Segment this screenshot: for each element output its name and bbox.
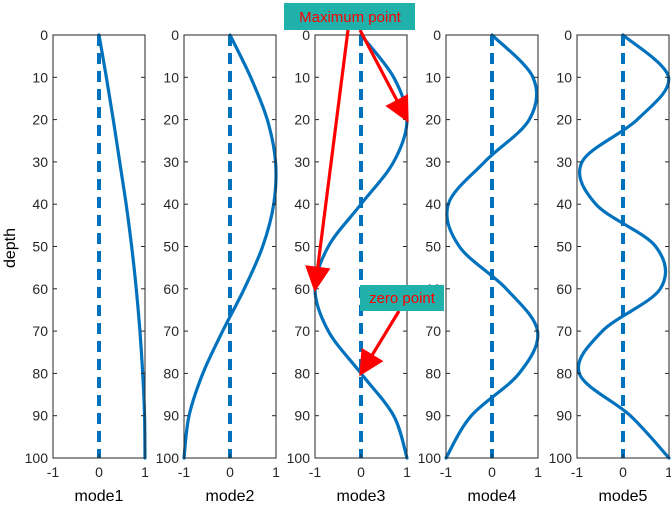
y-tick-label: 10 bbox=[32, 69, 48, 85]
y-tick-label: 30 bbox=[556, 154, 572, 170]
callout-arrow bbox=[305, 29, 350, 293]
y-tick-label: 80 bbox=[163, 365, 179, 381]
x-tick-label: 0 bbox=[619, 464, 627, 480]
y-tick-label: 80 bbox=[556, 365, 572, 381]
y-tick-label: 10 bbox=[556, 69, 572, 85]
x-tick-label: -1 bbox=[47, 464, 60, 480]
y-tick-label: 70 bbox=[294, 323, 310, 339]
subplot-mode2: 0 10 20 30 40 50 60 70 80 90 100-1 0 1 mode2 bbox=[156, 27, 280, 505]
y-tick-label: 90 bbox=[556, 408, 572, 424]
y-tick-label: 60 bbox=[163, 281, 179, 297]
callout-zero-point: zero point bbox=[359, 285, 444, 377]
y-tick-label: 20 bbox=[294, 112, 310, 128]
y-tick-label: 20 bbox=[556, 112, 572, 128]
y-tick-label: 50 bbox=[32, 239, 48, 255]
series-line-mode5 bbox=[576, 33, 671, 460]
x-tick-label: 0 bbox=[357, 464, 365, 480]
y-tick-label: 80 bbox=[425, 365, 441, 381]
callout-box bbox=[284, 3, 415, 30]
y-tick-label: 0 bbox=[171, 27, 179, 43]
y-tick-label: 100 bbox=[287, 450, 311, 466]
y-tick-label: 70 bbox=[556, 323, 572, 339]
y-tick-label: 90 bbox=[425, 408, 441, 424]
x-tick-label: -1 bbox=[178, 464, 191, 480]
callout-arrow bbox=[359, 310, 401, 377]
y-tick-label: 0 bbox=[40, 27, 48, 43]
callouts: Maximum point zero point bbox=[284, 3, 444, 377]
y-tick-label: 80 bbox=[32, 365, 48, 381]
y-tick-label: 80 bbox=[294, 365, 310, 381]
series-line-mode1 bbox=[97, 33, 147, 460]
y-tick-label: 40 bbox=[425, 196, 441, 212]
y-tick-label: 50 bbox=[425, 239, 441, 255]
y-tick-label: 0 bbox=[302, 27, 310, 43]
y-tick-label: 60 bbox=[556, 281, 572, 297]
series-line-mode2 bbox=[182, 33, 278, 460]
y-tick-label: 20 bbox=[32, 112, 48, 128]
x-axis-label-mode4: mode4 bbox=[468, 488, 517, 505]
x-axis-label-mode1: mode1 bbox=[75, 488, 124, 505]
y-tick-label: 30 bbox=[163, 154, 179, 170]
y-axis-label: depth bbox=[2, 228, 19, 268]
y-tick-label: 60 bbox=[294, 281, 310, 297]
x-tick-label: 1 bbox=[534, 464, 542, 480]
y-tick-label: 70 bbox=[163, 323, 179, 339]
x-tick-label: 1 bbox=[665, 464, 671, 480]
x-axis-label-mode3: mode3 bbox=[337, 488, 386, 505]
x-axis-label-mode2: mode2 bbox=[206, 488, 255, 505]
subplot-mode5: 0 10 20 30 40 50 60 70 80 90 100-1 0 1 mode5 bbox=[549, 27, 671, 505]
y-tick-label: 90 bbox=[163, 408, 179, 424]
y-tick-label: 50 bbox=[163, 239, 179, 255]
callout-label: Maximum point bbox=[299, 9, 402, 26]
y-tick-label: 40 bbox=[294, 196, 310, 212]
y-tick-label: 30 bbox=[425, 154, 441, 170]
subplot-mode3: 0 10 20 30 40 50 60 70 80 90 100-1 0 1 mode3 bbox=[287, 27, 411, 505]
y-tick-label: 100 bbox=[418, 450, 442, 466]
subplot-mode1: 0 10 20 30 40 50 60 70 80 90 100-1 0 1 mode1 bbox=[25, 27, 149, 505]
callout-arrow bbox=[358, 29, 409, 123]
y-tick-label: 70 bbox=[425, 323, 441, 339]
y-tick-label: 100 bbox=[25, 450, 49, 466]
y-tick-label: 10 bbox=[425, 69, 441, 85]
y-tick-label: 0 bbox=[564, 27, 572, 43]
x-tick-label: -1 bbox=[440, 464, 453, 480]
y-tick-label: 90 bbox=[294, 408, 310, 424]
y-tick-label: 30 bbox=[32, 154, 48, 170]
y-tick-label: 90 bbox=[32, 408, 48, 424]
y-tick-label: 40 bbox=[556, 196, 572, 212]
callout-label: zero point bbox=[369, 290, 436, 307]
x-tick-label: -1 bbox=[309, 464, 322, 480]
y-tick-label: 10 bbox=[294, 69, 310, 85]
callout-box bbox=[360, 285, 444, 311]
series-line-mode4 bbox=[444, 33, 540, 460]
x-tick-label: 1 bbox=[141, 464, 149, 480]
y-tick-label: 50 bbox=[556, 239, 572, 255]
x-tick-label: 1 bbox=[272, 464, 280, 480]
x-tick-label: 1 bbox=[403, 464, 411, 480]
y-tick-label: 0 bbox=[433, 27, 441, 43]
y-tick-label: 40 bbox=[32, 196, 48, 212]
callout-maximum-point: Maximum point bbox=[284, 3, 415, 293]
y-tick-label: 20 bbox=[425, 112, 441, 128]
x-tick-label: 0 bbox=[488, 464, 496, 480]
x-tick-label: 0 bbox=[226, 464, 234, 480]
y-tick-label: 70 bbox=[32, 323, 48, 339]
y-tick-label: 100 bbox=[156, 450, 180, 466]
y-tick-label: 20 bbox=[163, 112, 179, 128]
y-tick-label: 40 bbox=[163, 196, 179, 212]
x-axis-label-mode5: mode5 bbox=[599, 488, 648, 505]
x-tick-label: 0 bbox=[95, 464, 103, 480]
y-tick-label: 10 bbox=[163, 69, 179, 85]
y-tick-label: 30 bbox=[294, 154, 310, 170]
x-tick-label: -1 bbox=[571, 464, 584, 480]
y-tick-label: 50 bbox=[294, 239, 310, 255]
y-tick-label: 100 bbox=[549, 450, 573, 466]
y-tick-label: 60 bbox=[32, 281, 48, 297]
